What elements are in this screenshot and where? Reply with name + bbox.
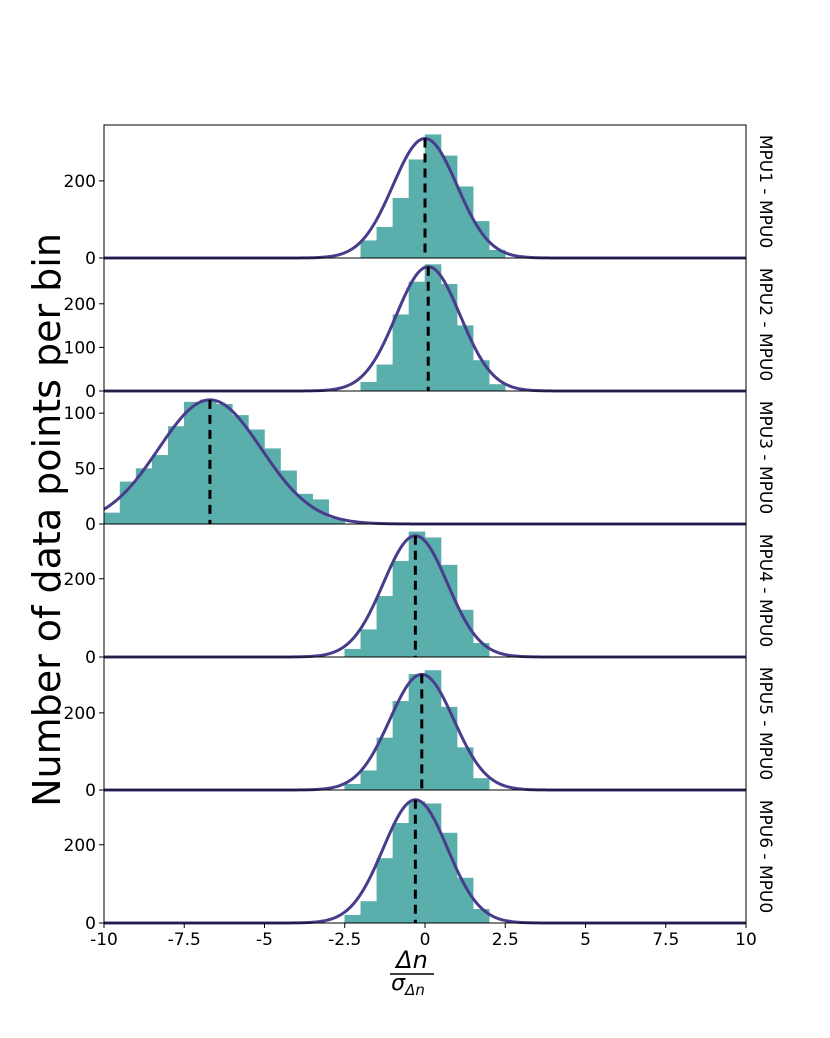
histogram-bar	[376, 226, 394, 259]
histogram-bar	[360, 629, 378, 658]
histogram-bar	[344, 914, 362, 924]
y-tick-label: 200	[64, 704, 96, 724]
x-tick-label: -2.5	[328, 930, 361, 950]
panel-label: MPU1 - MPU0	[755, 135, 775, 248]
histogram-bar	[408, 159, 426, 259]
panel-6: 0 200 MPU6 - MPU0	[64, 789, 775, 934]
histogram-bar	[376, 364, 394, 392]
histogram-bar	[296, 493, 313, 525]
panel-label: MPU2 - MPU0	[755, 268, 775, 381]
histogram-bar	[200, 399, 217, 525]
histogram-bar	[216, 404, 233, 525]
y-tick-label: 0	[85, 781, 96, 801]
histogram-bar	[344, 648, 362, 658]
histogram-bar	[440, 564, 458, 658]
x-axis-label-numerator: Δn	[394, 946, 428, 974]
histogram-bar	[392, 197, 410, 259]
x-tick-label: 7.5	[652, 930, 679, 950]
panel-4: 0 200 MPU4 - MPU0	[64, 523, 775, 668]
panel-2: 0 100 200 MPU2 - MPU0	[64, 257, 775, 402]
y-axis-label: Number of data points per bin	[25, 233, 69, 807]
histogram-bar	[151, 455, 169, 525]
y-tick-label: 100	[64, 404, 96, 424]
x-tick-label: -7.5	[168, 930, 201, 950]
histogram-bar	[376, 858, 394, 924]
panel-5: 0 200 MPU5 - MPU0	[64, 656, 775, 801]
panel-label: MPU6 - MPU0	[755, 800, 775, 913]
histogram-bar	[232, 415, 249, 525]
y-tick-label: 50	[74, 460, 96, 480]
histogram-bar	[488, 384, 506, 392]
histogram-bar	[392, 823, 410, 924]
histogram-bar	[392, 314, 410, 392]
histogram-bar	[360, 770, 378, 791]
histogram-bar	[264, 448, 281, 525]
x-tick-label: -10	[90, 930, 118, 950]
y-tick-label: 200	[64, 295, 96, 315]
y-tick-label: 0	[85, 914, 96, 934]
histogram-bar	[408, 801, 426, 924]
histogram-bar	[456, 325, 474, 392]
histogram-bar	[376, 737, 394, 791]
y-tick-label: 0	[85, 515, 96, 535]
y-tick-label: 0	[85, 249, 96, 269]
x-axis-label: Δn σΔn	[390, 946, 434, 999]
histogram-bar	[408, 281, 426, 392]
histogram-bar	[408, 531, 426, 658]
histogram-bar	[440, 832, 458, 924]
histogram-bar	[392, 560, 410, 658]
x-axis: -10 -7.5 -5 -2.5 0 2.5 5 7.5 10	[90, 923, 757, 950]
y-tick-label: 0	[85, 648, 96, 668]
y-tick-label: 0	[85, 382, 96, 402]
histogram-bar	[376, 596, 394, 658]
histogram-bar	[167, 426, 185, 525]
histogram-bar	[456, 609, 474, 658]
panel-label: MPU4 - MPU0	[755, 534, 775, 647]
panel-label: MPU3 - MPU0	[755, 401, 775, 514]
histogram-bar	[344, 783, 362, 791]
x-tick-label: 2.5	[492, 930, 519, 950]
panel-3: 0 50 100 MPU3 - MPU0	[64, 390, 775, 535]
histogram-bar	[392, 701, 410, 791]
x-tick-label: 5	[580, 930, 591, 950]
x-axis-label-denominator: σΔn	[391, 971, 425, 999]
histogram-bar	[424, 803, 442, 924]
y-tick-label: 200	[64, 570, 96, 590]
histogram-bar	[360, 901, 378, 924]
histogram-bar	[103, 512, 121, 525]
panel-label: MPU5 - MPU0	[755, 667, 775, 780]
histogram-bar	[360, 382, 378, 392]
panel-1: 0 200 MPU1 - MPU0	[64, 124, 775, 269]
x-tick-label: 0	[420, 930, 431, 950]
x-tick-label: 10	[735, 930, 757, 950]
y-tick-label: 200	[64, 172, 96, 192]
x-axis-label-denominator-subscript: Δn	[404, 981, 425, 999]
histogram-bar	[184, 401, 201, 525]
x-tick-label: -5	[256, 930, 273, 950]
x-axis-label-denominator-symbol: σ	[391, 971, 406, 996]
histogram-bar	[424, 134, 442, 259]
histogram-bar	[360, 240, 378, 259]
y-tick-label: 100	[64, 338, 96, 358]
histogram-bar	[472, 778, 490, 791]
y-tick-label: 200	[64, 836, 96, 856]
histogram-bar	[456, 186, 474, 259]
